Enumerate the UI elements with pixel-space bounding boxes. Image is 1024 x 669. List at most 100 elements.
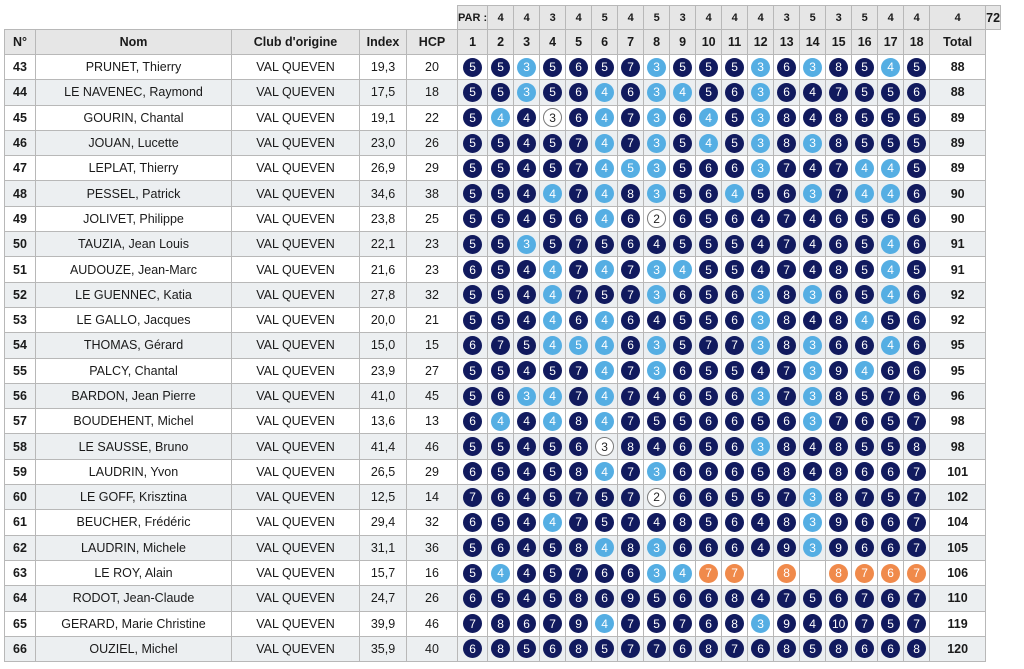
player-hcp: 27 — [406, 357, 458, 384]
hole-score-cell: 6 — [851, 534, 879, 561]
score-badge: 9 — [829, 361, 849, 381]
player-index: 17,5 — [359, 79, 407, 106]
score-badge: 8 — [777, 108, 797, 128]
par-hole-18: 4 — [929, 5, 987, 30]
hole-score-cell: 4 — [591, 408, 619, 435]
hole-score-cell: 3 — [747, 382, 775, 410]
score-badge: 8 — [777, 462, 797, 482]
score-badge: 5 — [699, 310, 719, 330]
score-badge: 8 — [699, 639, 719, 659]
hole-score-cell: 6 — [591, 559, 619, 587]
score-badge: 4 — [881, 335, 901, 355]
score-badge: 5 — [569, 335, 589, 355]
score-badge: 7 — [621, 260, 641, 280]
hole-score-cell: 7 — [565, 559, 593, 587]
score-badge: 7 — [569, 512, 589, 532]
score-badge: 6 — [725, 386, 745, 406]
hole-score-cell: 4 — [513, 559, 541, 587]
hole-score-cell: 6 — [773, 408, 801, 435]
hole-score-cell: 4 — [747, 534, 775, 561]
hole-score-cell: 3 — [799, 408, 827, 435]
player-total: 88 — [929, 79, 987, 106]
hole-score-cell: 5 — [565, 332, 593, 359]
player-number: 44 — [4, 79, 36, 106]
hole-score-cell: 6 — [851, 408, 879, 435]
player-hcp: 46 — [406, 433, 458, 460]
score-badge: 4 — [803, 209, 823, 229]
player-index: 23,9 — [359, 357, 407, 384]
player-index: 19,3 — [359, 53, 407, 81]
hole-score-cell: 4 — [799, 104, 827, 131]
hole-score-cell: 5 — [669, 332, 697, 359]
hole-score-cell: 4 — [591, 256, 619, 283]
score-badge: 4 — [751, 588, 771, 608]
hole-score-cell: 4 — [643, 509, 671, 536]
hole-score-cell: 10 — [825, 610, 853, 637]
player-hcp: 40 — [406, 635, 458, 663]
hole-score-cell: 5 — [539, 129, 567, 157]
player-name: PALCY, Chantal — [35, 357, 232, 384]
score-badge: 7 — [829, 411, 849, 431]
player-club: VAL QUEVEN — [231, 256, 360, 283]
hole-score-cell: 5 — [487, 180, 515, 207]
table-row: 54 THOMAS, Gérard VAL QUEVEN 15,0 15 6 7 5 4 5 4 6 3… — [4, 332, 1001, 359]
player-hcp: 38 — [406, 180, 458, 207]
player-club: VAL QUEVEN — [231, 79, 360, 106]
hole-score-cell: 4 — [591, 382, 619, 410]
score-badge: 5 — [751, 462, 771, 482]
score-badge: 6 — [777, 57, 797, 77]
score-badge: 4 — [647, 512, 667, 532]
score-badge: 4 — [881, 285, 901, 305]
score-badge: 7 — [621, 57, 641, 77]
hole-score-cell: 7 — [773, 484, 801, 511]
score-badge: 9 — [777, 614, 797, 634]
hole-score-cell: 7 — [851, 559, 879, 587]
player-club: VAL QUEVEN — [231, 635, 360, 663]
hole-score-cell: 5 — [487, 129, 515, 157]
hole-score-cell: 8 — [617, 433, 645, 460]
hole-score-cell: 5 — [591, 509, 619, 536]
hole-score-cell: 7 — [565, 382, 593, 410]
player-hcp: 46 — [406, 610, 458, 637]
score-badge: 9 — [569, 614, 589, 634]
hole-score-cell: 5 — [669, 53, 697, 81]
player-number: 60 — [4, 484, 36, 511]
score-badge: 6 — [463, 588, 483, 608]
score-badge: 5 — [725, 234, 745, 254]
hole-score-cell: 4 — [747, 205, 775, 233]
score-badge: 4 — [673, 82, 693, 102]
par-hole-17: 4 — [903, 5, 931, 30]
score-badge: 5 — [751, 411, 771, 431]
score-badge: 5 — [491, 234, 511, 254]
col-header-hole-12: 12 — [747, 29, 775, 55]
score-badge: 7 — [907, 563, 927, 583]
score-badge: 4 — [517, 108, 537, 128]
hole-score-cell: 7 — [617, 509, 645, 536]
player-index: 15,7 — [359, 559, 407, 587]
hole-score-cell: 5 — [695, 509, 723, 536]
hole-score-cell: 4 — [513, 534, 541, 561]
score-badge: 6 — [491, 538, 511, 558]
score-badge: 4 — [803, 310, 823, 330]
score-badge: 5 — [699, 82, 719, 102]
score-badge: 6 — [855, 462, 875, 482]
par-hole-7: 5 — [643, 5, 671, 30]
score-badge: 4 — [647, 386, 667, 406]
hole-score-cell: 3 — [799, 53, 827, 81]
score-badge: 6 — [673, 108, 693, 128]
hole-score-cell: 8 — [487, 610, 515, 637]
score-badge: 5 — [595, 487, 615, 507]
score-badge: 5 — [881, 108, 901, 128]
score-badge: 5 — [463, 234, 483, 254]
hole-score-cell: 5 — [591, 53, 619, 81]
score-badge: 6 — [777, 82, 797, 102]
score-badge: 5 — [647, 614, 667, 634]
hole-score-cell: 5 — [877, 205, 905, 233]
hole-score-cell: 6 — [903, 231, 931, 258]
score-badge: 5 — [543, 57, 563, 77]
player-club: VAL QUEVEN — [231, 382, 360, 410]
player-club: VAL QUEVEN — [231, 610, 360, 637]
score-badge: 6 — [699, 538, 719, 558]
hole-score-cell: 7 — [903, 458, 931, 486]
score-badge: 5 — [543, 538, 563, 558]
